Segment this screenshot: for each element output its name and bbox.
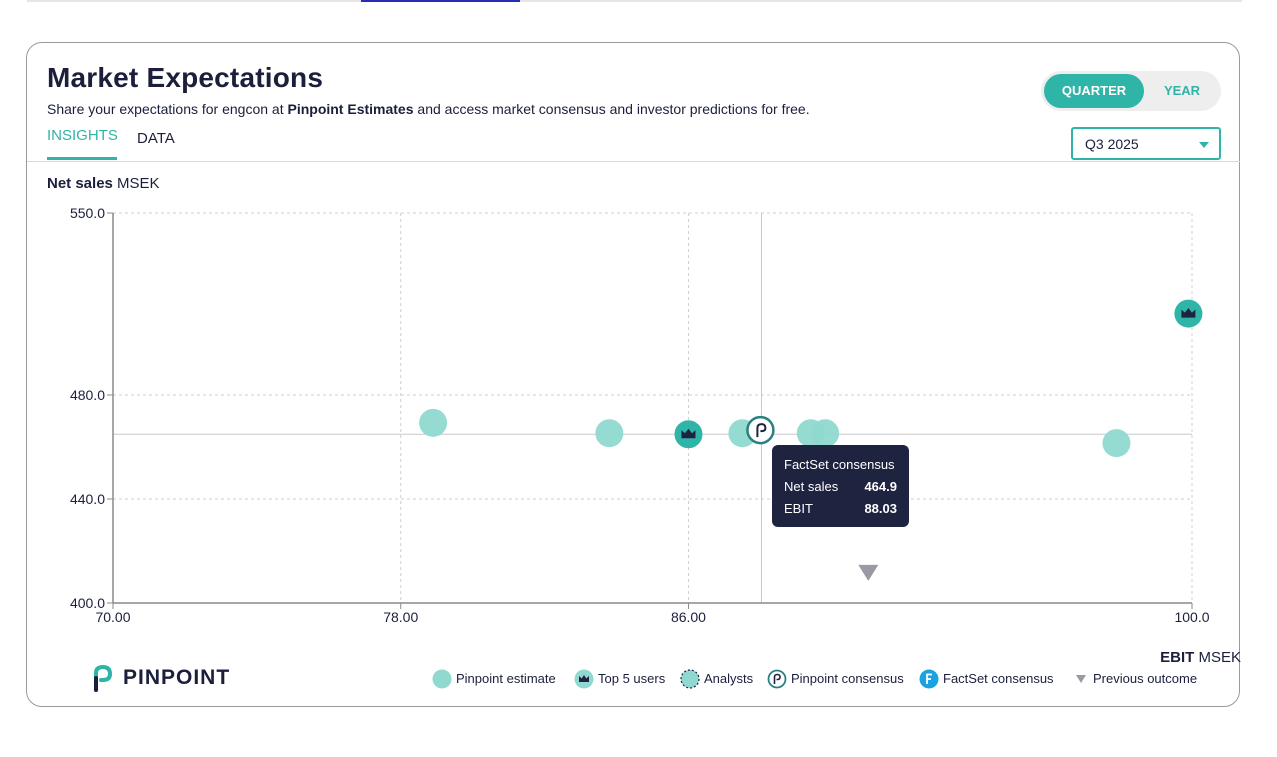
tab-active-underline xyxy=(47,157,117,160)
tooltip-row-ebit: EBIT 88.03 xyxy=(784,501,897,516)
pinpoint-consensus-icon xyxy=(767,669,787,689)
period-select[interactable]: Q3 2025 xyxy=(1071,127,1221,160)
legend-label: Pinpoint consensus xyxy=(791,671,904,686)
legend-label: Pinpoint estimate xyxy=(456,671,556,686)
y-tick-label: 480.0 xyxy=(70,387,105,403)
x-axis-label-unit: MSEK xyxy=(1198,649,1241,666)
factset-icon xyxy=(919,669,939,689)
y-axis-label-bold: Net sales xyxy=(47,175,113,192)
y-tick-label: 550.0 xyxy=(70,205,105,221)
legend-label: FactSet consensus xyxy=(943,671,1054,686)
legend-analysts-swatch xyxy=(680,669,700,689)
pinpoint-estimate-point xyxy=(1102,429,1131,458)
x-tick-label: 78.00 xyxy=(383,609,418,625)
tooltip-label: EBIT xyxy=(784,501,813,516)
year-toggle-button[interactable]: YEAR xyxy=(1163,83,1201,98)
crown-icon xyxy=(1181,308,1196,318)
chart-marks xyxy=(419,299,1203,581)
pinpoint-estimate-point xyxy=(811,419,840,448)
subtitle-text-end: and access market consensus and investor… xyxy=(413,101,810,117)
tooltip-title: FactSet consensus xyxy=(784,457,895,472)
chart-grid xyxy=(113,212,1193,603)
previous-outcome-marker xyxy=(858,564,879,581)
tab-insights[interactable]: INSIGHTS xyxy=(47,127,118,144)
chart-axes xyxy=(112,213,1192,604)
crown-icon xyxy=(574,669,594,689)
market-expectations-card xyxy=(26,42,1240,707)
y-tick-label: 400.0 xyxy=(70,595,105,611)
top-divider xyxy=(27,0,1242,2)
x-axis-label-bold: EBIT xyxy=(1160,649,1195,666)
legend-label: Previous outcome xyxy=(1093,671,1198,686)
quarter-toggle-button[interactable]: QUARTER xyxy=(1044,74,1144,108)
chevron-down-icon xyxy=(1199,142,1209,148)
triangle-down-icon xyxy=(1076,675,1086,683)
x-tick-label: 100.0 xyxy=(1174,609,1209,625)
y-tick-label: 440.0 xyxy=(70,491,105,507)
tooltip-row-net-sales: Net sales 464.9 xyxy=(784,479,897,494)
legend-label: Analysts xyxy=(704,671,754,686)
factset-tooltip: FactSet consensus Net sales 464.9 EBIT 8… xyxy=(772,445,909,527)
top-active-indicator xyxy=(361,0,520,2)
chart-ticks: 550.0 480.0 440.0 400.070.00 78.00 86.00 100.0 xyxy=(70,205,1210,625)
pinpoint-logo-icon xyxy=(94,664,113,692)
x-tick-label: 70.00 xyxy=(95,609,130,625)
legend-label: Top 5 users xyxy=(598,671,666,686)
pinpoint-estimate-point xyxy=(595,419,624,448)
brand-name: PINPOINT xyxy=(123,666,231,689)
period-select-value: Q3 2025 xyxy=(1085,136,1139,152)
y-axis-label-unit: MSEK xyxy=(117,175,160,192)
tooltip-value: 88.03 xyxy=(864,501,897,516)
pinpoint-consensus-glyph xyxy=(756,423,767,438)
x-tick-label: 86.00 xyxy=(671,609,706,625)
pinpoint-estimate-point xyxy=(419,408,448,437)
y-axis-label: Net sales MSEK xyxy=(47,175,160,192)
page-title: Market Expectations xyxy=(47,62,324,93)
subtitle-link-text[interactable]: Pinpoint Estimates xyxy=(287,101,414,117)
x-axis-label: EBIT MSEK xyxy=(1160,649,1241,666)
page-subtitle: Share your expectations for engcon at Pi… xyxy=(47,101,810,117)
crown-icon xyxy=(681,428,696,439)
period-toggle: QUARTER YEAR xyxy=(1041,71,1221,111)
subtitle-text: Share your expectations for engcon at xyxy=(47,101,288,117)
tab-divider xyxy=(27,161,1240,162)
legend-estimate-swatch xyxy=(432,669,452,689)
tooltip-label: Net sales xyxy=(784,479,839,494)
tab-data[interactable]: DATA xyxy=(137,130,175,147)
tooltip-value: 464.9 xyxy=(864,479,897,494)
pinpoint-logo: PINPOINT xyxy=(92,664,229,697)
